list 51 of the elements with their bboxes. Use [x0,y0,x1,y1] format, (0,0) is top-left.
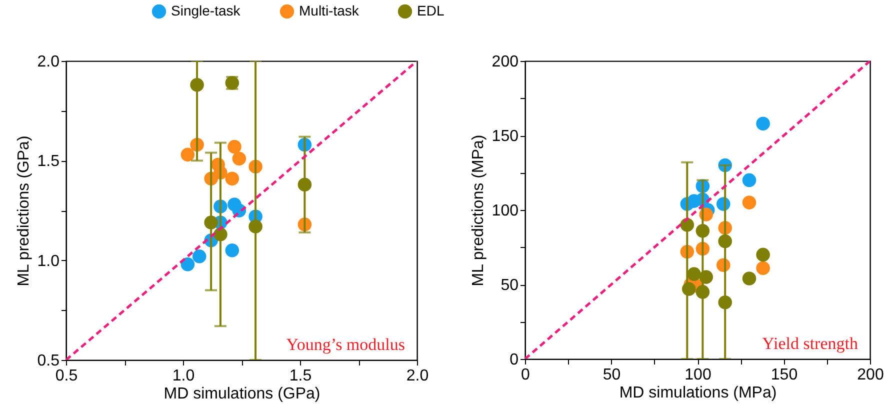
y-tick-label: 150 [492,128,519,145]
x-tick-label: 50 [602,366,621,384]
point [228,140,242,154]
y-tick-label: 50 [500,277,519,294]
point [756,116,770,130]
x-tick-label: 1.5 [289,368,312,384]
point [696,224,710,238]
x-axis-title: MD simulations (GPa) [164,386,320,402]
x-tick-label: 0 [521,366,530,384]
point [180,257,195,272]
x-axis-title: MD simulations (MPa) [619,384,777,402]
legend-label: Single-task [171,2,242,18]
point [192,249,206,264]
point [248,220,262,234]
y-tick-label: 100 [492,202,519,220]
point [699,270,714,284]
point [742,196,756,210]
point [180,148,195,162]
y-tick-label: 1.5 [37,153,60,170]
y-axis-title: ML predictions (MPa) [470,134,487,286]
x-tick-label: 200 [857,366,884,384]
point [225,243,240,258]
y-tick-label: 2.0 [37,54,60,70]
point [718,296,732,310]
point [756,261,770,275]
annotation: Yield strength [762,334,858,353]
y-tick-label: 200 [492,54,519,70]
legend-label: Multi-task [299,2,360,18]
point [204,216,218,230]
x-tick-label: 100 [684,366,712,384]
x-tick-label: 2.0 [406,368,429,384]
legend-label: EDL [417,2,444,18]
x-tick-label: 1.0 [172,368,195,384]
x-tick-label: 0.5 [55,368,78,384]
y-tick-label: 0 [510,352,519,368]
point [682,282,696,296]
point [696,285,710,299]
y-axis-title: ML predictions (GPa) [15,136,32,286]
point [298,178,312,192]
point [232,152,246,166]
point [742,173,756,188]
y-tick-label: 0.5 [37,352,60,370]
point [225,172,240,186]
annotation: Young’s modulus [286,335,405,354]
x-tick-label: 150 [770,366,798,384]
point [742,272,756,286]
point [718,234,732,248]
point [190,78,204,92]
point [756,248,770,262]
point [687,267,701,281]
y-tick-label: 1.0 [37,252,60,270]
